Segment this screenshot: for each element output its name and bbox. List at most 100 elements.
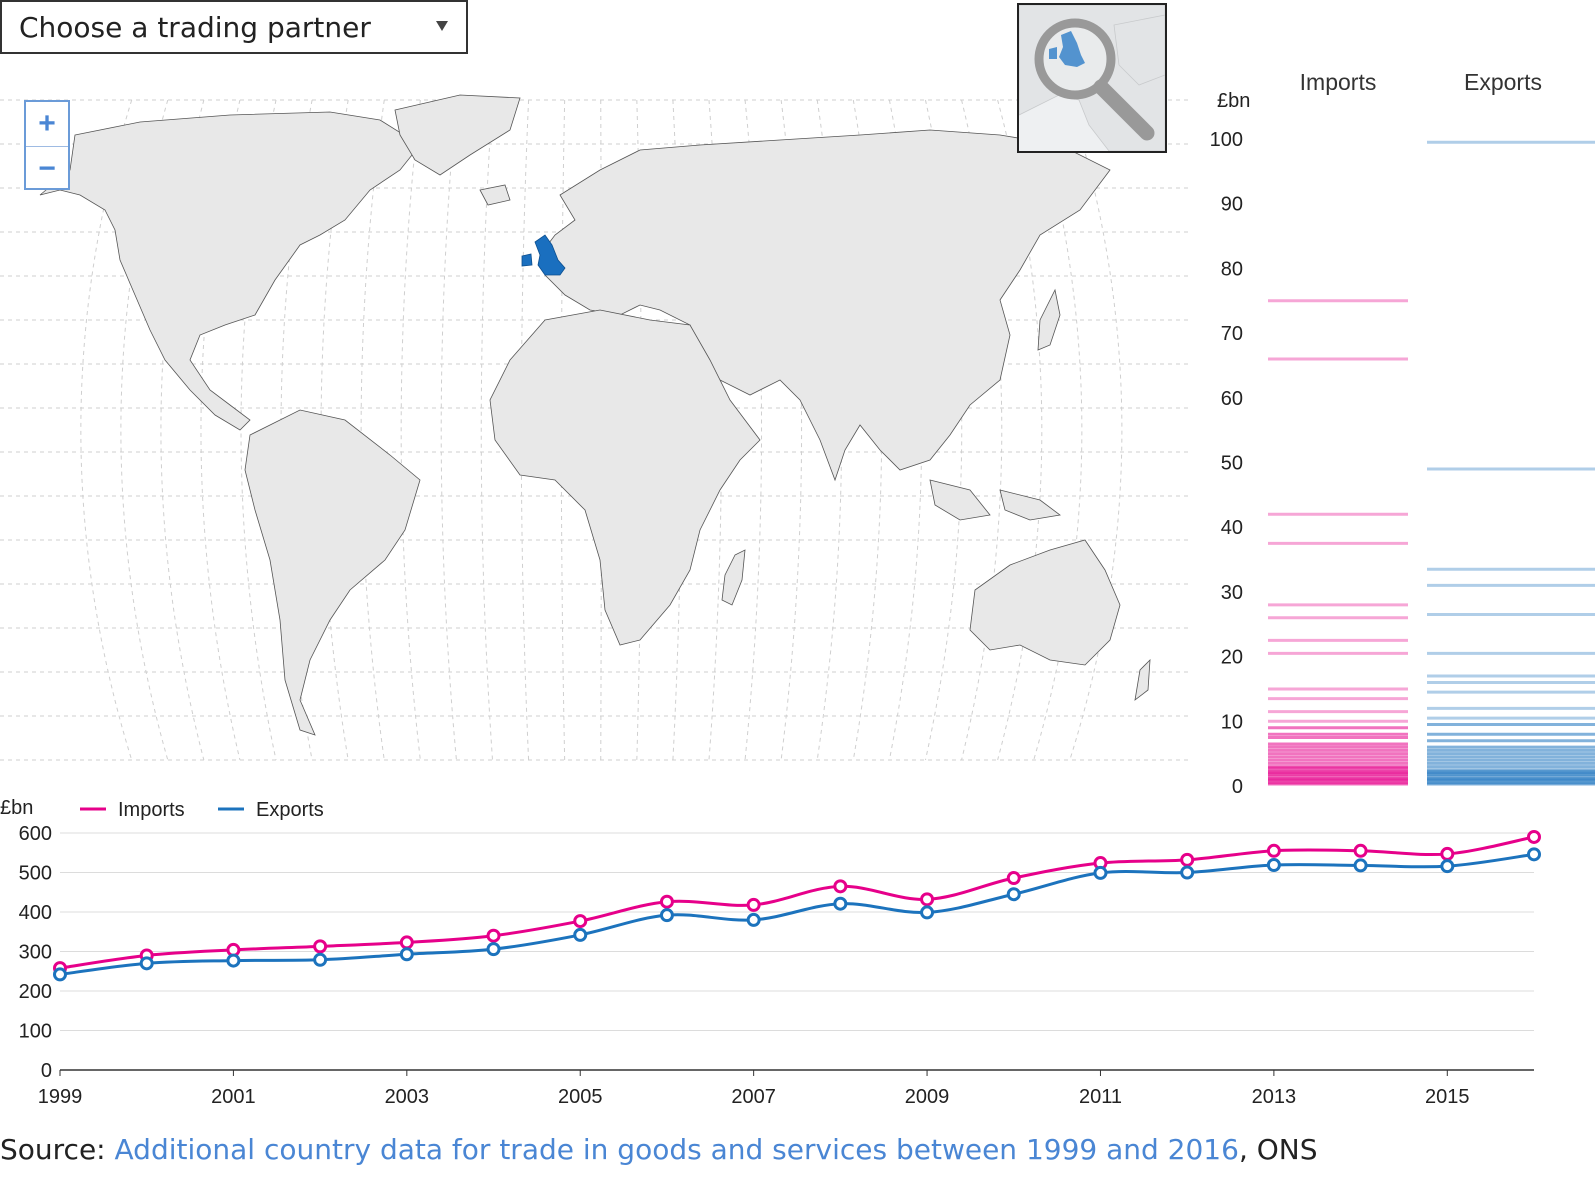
trading-partner-select[interactable]: Choose a trading partner: [0, 0, 468, 54]
zoom-controls: + −: [24, 100, 70, 190]
exports-point: [486, 942, 501, 957]
legend-imports-label: Imports: [118, 799, 185, 821]
y-tick-label: 100: [19, 1021, 52, 1043]
trading-partner-select-label: Choose a trading partner: [19, 10, 371, 44]
landmass-japan: [1037, 288, 1061, 351]
x-tick-label: 2011: [1079, 1086, 1122, 1108]
graticule-meridian: [888, 99, 923, 761]
x-tick-label: 1999: [38, 1086, 83, 1108]
exports-point: [1093, 865, 1108, 880]
strip-chart: £bn Imports Exports 0 10 20 30 40 50 60 70 80 90 1…: [1195, 60, 1595, 800]
imports-point: [1180, 852, 1195, 867]
source-suffix: , ONS: [1238, 1133, 1318, 1166]
exports-point: [573, 927, 588, 942]
strip-header-imports: Imports: [1300, 69, 1377, 95]
strip-y-tick-label: 100: [1210, 129, 1243, 151]
exports-point: [1353, 858, 1368, 873]
imports-point: [313, 939, 328, 954]
imports-point: [573, 914, 588, 929]
graticule-meridian: [924, 99, 963, 761]
graticule-meridian: [200, 99, 241, 761]
zoom-out-button[interactable]: −: [38, 152, 56, 185]
imports-point: [399, 935, 414, 950]
exports-point: [1440, 859, 1455, 874]
graticule-meridian: [240, 99, 277, 761]
landmass-australia: [969, 539, 1121, 666]
x-tick-label: 2009: [905, 1086, 950, 1108]
graticule-meridian: [400, 99, 421, 761]
strip-y-tick-label: 10: [1221, 711, 1243, 733]
landmass-north-america: [39, 111, 421, 431]
source-link[interactable]: Additional country data for trade in goo…: [114, 1133, 1239, 1166]
landmass-greenland: [394, 94, 521, 176]
exports-point: [833, 896, 848, 911]
imports-point: [1266, 843, 1281, 858]
map-landmasses: [39, 94, 1151, 736]
imports-point: [1353, 843, 1368, 858]
exports-point: [399, 947, 414, 962]
strip-y-tick-label: 50: [1221, 453, 1243, 475]
graticule-meridian: [961, 99, 1003, 761]
imports-point: [1440, 846, 1455, 861]
graticule-meridian: [440, 99, 457, 761]
x-tick-label: 2003: [385, 1086, 430, 1108]
landmass-africa: [489, 309, 761, 646]
exports-point: [1527, 847, 1541, 862]
line-unit-label: £bn: [0, 797, 33, 819]
inset-uk-icon: [1049, 31, 1085, 67]
imports-point: [1527, 829, 1541, 844]
imports-line: [59, 835, 1535, 970]
x-tick-label: 2013: [1252, 1086, 1297, 1108]
x-tick-label: 2005: [558, 1086, 603, 1108]
landmass-iceland: [479, 184, 511, 206]
x-tick-label: 2007: [731, 1086, 776, 1108]
inset-locator-map[interactable]: [1017, 3, 1167, 153]
landmass-madagascar: [721, 549, 746, 606]
caret-down-icon: [436, 21, 448, 31]
graticule-meridian: [480, 99, 493, 761]
y-tick-label: 0: [41, 1060, 52, 1082]
uk-highlight[interactable]: [521, 234, 566, 276]
magnifier-icon: [1034, 18, 1155, 141]
graticule-meridian: [744, 99, 763, 761]
exports-point: [226, 953, 241, 968]
world-map[interactable]: [0, 60, 1195, 800]
strip-y-tick-label: 80: [1221, 258, 1243, 280]
y-tick-label: 300: [19, 942, 52, 964]
graticule-meridian: [1069, 99, 1123, 761]
x-tick-label: 2001: [211, 1086, 256, 1108]
x-tick-label: 2015: [1425, 1086, 1470, 1108]
y-tick-label: 400: [19, 902, 52, 924]
strip-header-exports: Exports: [1464, 69, 1542, 95]
landmass-new-zealand: [1134, 658, 1151, 701]
source-prefix: Source:: [0, 1133, 115, 1166]
landmass-south-america: [244, 409, 421, 736]
imports-point: [659, 894, 674, 909]
strip-y-tick-label: 40: [1221, 517, 1243, 539]
graticule-meridian: [780, 99, 803, 761]
exports-point: [1006, 887, 1021, 902]
strip-y-tick-label: 0: [1232, 776, 1243, 798]
exports-point: [920, 905, 935, 920]
graticule-meridian: [160, 99, 205, 761]
strip-y-tick-label: 70: [1221, 323, 1243, 345]
exports-point: [746, 912, 761, 927]
exports-point: [53, 967, 67, 982]
strip-y-tick-label: 20: [1221, 647, 1243, 669]
imports-point: [746, 897, 761, 912]
zoom-in-button[interactable]: +: [26, 102, 68, 147]
imports-point: [486, 928, 501, 943]
legend-exports-label: Exports: [256, 799, 324, 821]
y-tick-label: 200: [19, 981, 52, 1003]
exports-point: [1266, 857, 1281, 872]
imports-point: [1006, 871, 1021, 886]
exports-point: [659, 908, 674, 923]
strip-y-tick-label: 60: [1221, 388, 1243, 410]
y-tick-label: 600: [19, 823, 52, 845]
trade-line-chart: £bn Imports Exports 0 100 200 300 400 500 600 …: [0, 790, 1595, 1120]
exports-line: [59, 852, 1535, 976]
landmass-indonesia: [929, 479, 1061, 521]
strip-y-tick-label: 90: [1221, 194, 1243, 216]
imports-point: [920, 892, 935, 907]
y-tick-label: 500: [19, 863, 52, 885]
